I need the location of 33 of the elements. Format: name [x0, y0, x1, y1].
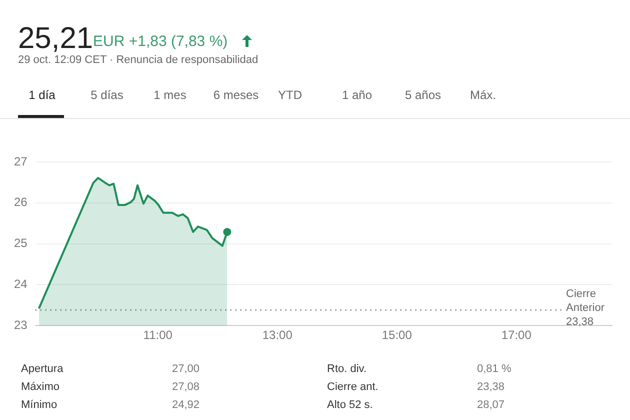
y-tick-label: 25: [14, 236, 28, 250]
text: Máx.: [470, 88, 496, 102]
text: 0,81 %: [477, 363, 512, 375]
text: 1 año: [342, 88, 372, 102]
ref-line-label: Cierre Anterior 23,38: [566, 288, 605, 328]
x-tick-label: 15:00: [382, 328, 412, 342]
text: Rto. div.: [327, 363, 367, 375]
text: Cierre ant.: [327, 381, 378, 393]
text: 24,92: [172, 399, 200, 411]
x-tick-label: 11:00: [143, 328, 173, 342]
text: 5 años: [404, 88, 442, 102]
text: 28,07: [477, 399, 505, 411]
text: 23,38: [477, 381, 505, 393]
y-tick-label: 23: [14, 318, 28, 332]
text: Mínimo: [21, 399, 58, 411]
x-tick-label: 17:00: [501, 328, 532, 342]
text: YTD: [278, 88, 302, 102]
y-tick-label: 24: [14, 277, 28, 292]
y-tick-label: 26: [14, 195, 28, 210]
text: Alto 52 s.: [327, 399, 373, 411]
text: 27,00: [172, 363, 200, 375]
text: Máximo: [21, 381, 60, 393]
text: Apertura: [21, 363, 64, 375]
chart-title: 25,21: [18, 22, 94, 55]
text: 6 meses: [213, 88, 259, 102]
text: 27,08: [172, 381, 200, 393]
text: 29 oct. 12:09 CET · Renuncia de responsabilidad: [18, 54, 258, 66]
y-tick-label: 27: [14, 154, 28, 168]
chart-subtitle: EUR +1,83 (7,83 %): [93, 33, 228, 50]
text: 1 mes: [154, 88, 186, 102]
text: 1 día: [28, 88, 56, 102]
text: 5 días: [90, 88, 124, 102]
x-tick-label: 13:00: [262, 328, 293, 342]
